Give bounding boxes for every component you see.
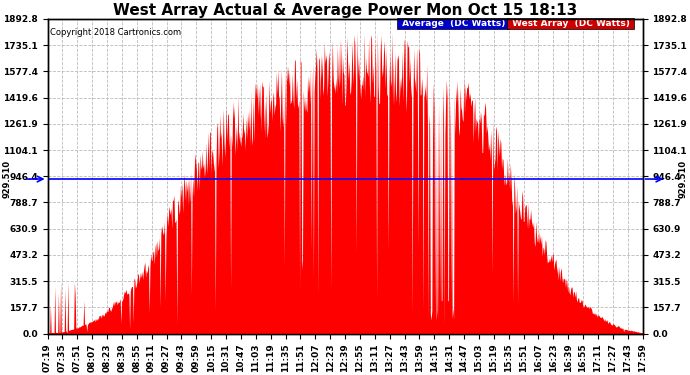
Text: Copyright 2018 Cartronics.com: Copyright 2018 Cartronics.com [50, 28, 181, 38]
Text: West Array  (DC Watts): West Array (DC Watts) [509, 19, 633, 28]
Text: Average  (DC Watts): Average (DC Watts) [399, 19, 508, 28]
Text: 929.510: 929.510 [3, 160, 12, 198]
Text: 929.510: 929.510 [678, 160, 687, 198]
Title: West Array Actual & Average Power Mon Oct 15 18:13: West Array Actual & Average Power Mon Oc… [113, 3, 577, 18]
